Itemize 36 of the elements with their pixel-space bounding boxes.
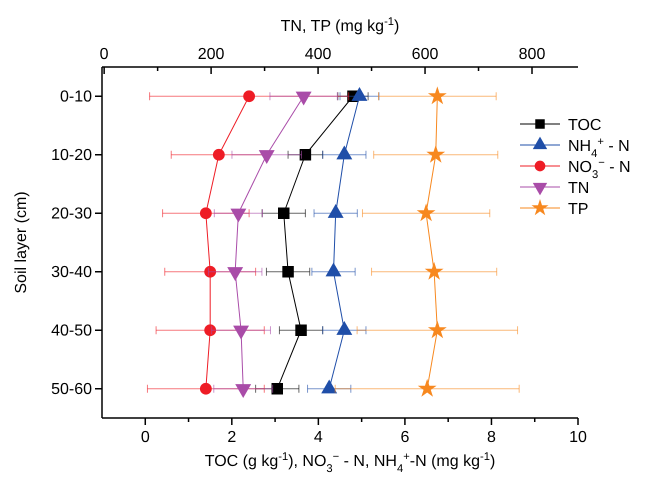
x-tick-label: 0 — [140, 429, 150, 446]
x2-tick-label: 400 — [304, 46, 332, 63]
point — [200, 207, 212, 220]
legend-label: TP — [568, 201, 588, 218]
y-tick-label: 30-40 — [51, 264, 92, 281]
legend-label: TN — [568, 180, 590, 197]
x-tick-label: 4 — [314, 429, 323, 446]
x-tick-label: 8 — [487, 429, 496, 446]
legend-label: NH$_{4}$$^{+}$ - N — [568, 136, 630, 160]
y-axis-title: Soil layer (cm) — [13, 191, 30, 294]
x-tick-label: 10 — [569, 429, 587, 446]
y-tick-label: 40-50 — [51, 322, 92, 340]
text: TOC (g kg$^{-1}$), NO$_{3}$$^{−}$ - N, NH$_{4}$$^{+}$-N (mg kg$^{-1}$) — [204, 451, 496, 475]
x2-tick-label: 800 — [518, 46, 546, 63]
point — [200, 382, 212, 395]
y-tick-label: 50-60 — [51, 380, 92, 398]
point — [272, 383, 283, 394]
x-tick-label: 6 — [400, 429, 410, 446]
x2-tick-label: 200 — [198, 46, 225, 63]
point — [243, 90, 256, 102]
y-tick-label: 20-30 — [51, 205, 92, 222]
legend-label: NO$_{3}$$^{−}$ - N — [568, 157, 631, 181]
point — [295, 324, 307, 336]
x2-tick-label: 0 — [100, 46, 109, 63]
point — [212, 148, 225, 161]
point — [204, 324, 216, 336]
y-tick-label: 0-10 — [60, 88, 92, 106]
x2-axis-title: TN, TP (mg kg$^{-1}$) — [280, 16, 400, 35]
point — [300, 149, 312, 160]
point — [278, 208, 290, 219]
point — [282, 266, 294, 278]
x2-tick-label: 600 — [412, 46, 438, 63]
legend-label: TOC — [568, 117, 602, 134]
point — [204, 266, 216, 278]
y-tick-label: 10-20 — [51, 146, 92, 164]
x-tick-label: 2 — [227, 429, 236, 446]
